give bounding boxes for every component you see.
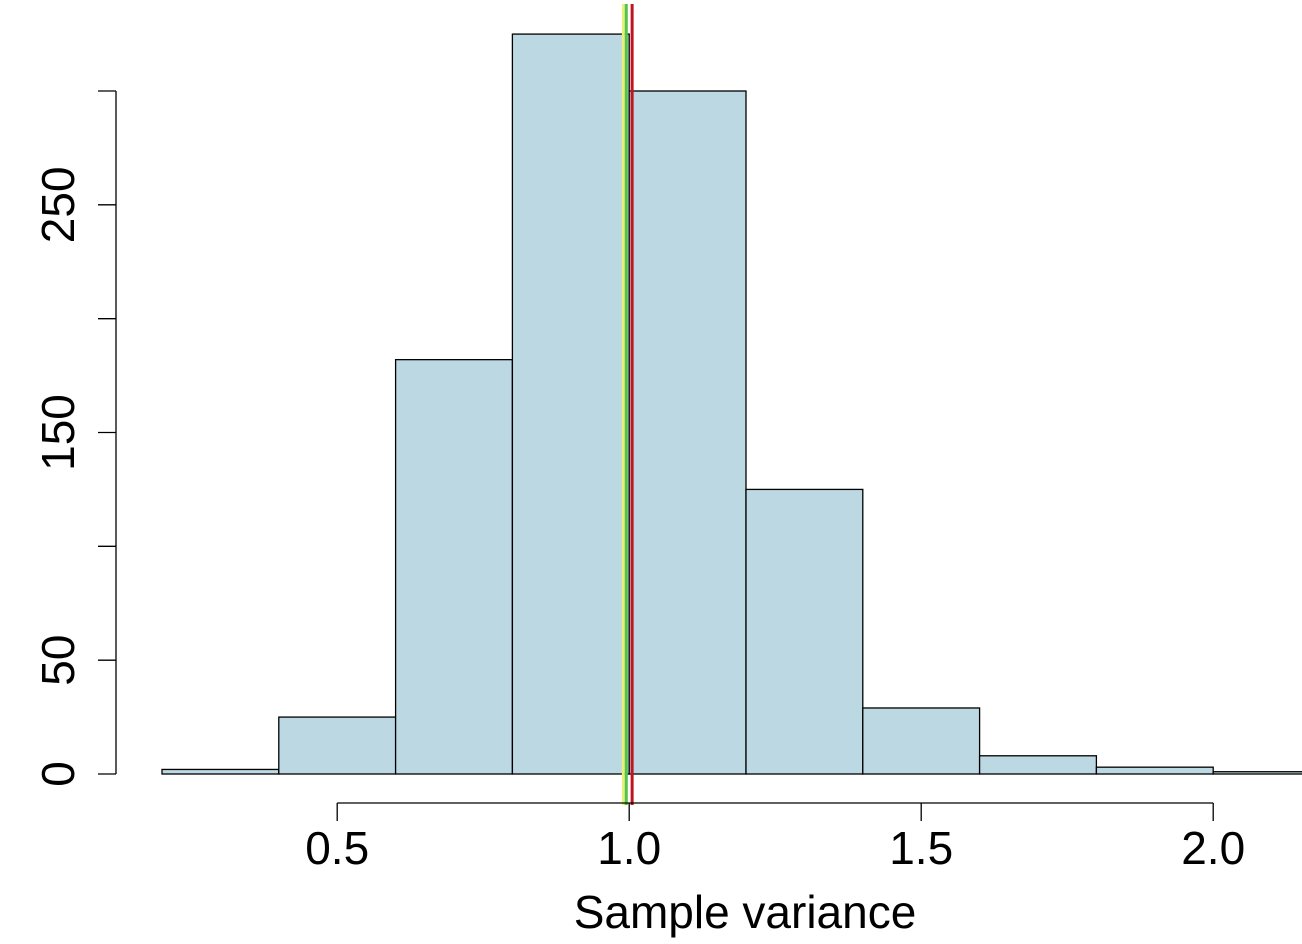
- x-axis: 0.5 1.0 1.5 2.0: [305, 802, 1245, 874]
- y-tick-label: 0: [32, 761, 84, 787]
- histogram-bar: [511, 33, 630, 775]
- x-tick-label: 1.0: [597, 822, 661, 874]
- histogram-bar: [394, 358, 514, 775]
- y-tick-label: 250: [32, 166, 84, 243]
- histogram-bar: [745, 488, 864, 775]
- x-tick-label: 0.5: [305, 822, 369, 874]
- reference-lines-group: [621, 4, 634, 805]
- x-tick-label: 1.5: [889, 822, 953, 874]
- x-tick-label: 2.0: [1181, 822, 1245, 874]
- histogram-bar: [1095, 766, 1214, 775]
- histogram-bar: [1212, 771, 1302, 775]
- x-axis-title: Sample variance: [574, 886, 917, 938]
- histogram-bar: [278, 716, 397, 775]
- y-tick-label: 50: [32, 635, 84, 686]
- histogram-bar: [628, 90, 747, 775]
- histogram-bar: [862, 707, 981, 775]
- histogram-bar: [978, 755, 1098, 775]
- bars-group: [161, 33, 1302, 775]
- y-axis: 0 50 150 250: [32, 90, 117, 787]
- y-tick-label: 150: [32, 394, 84, 471]
- histogram-bar: [161, 768, 280, 775]
